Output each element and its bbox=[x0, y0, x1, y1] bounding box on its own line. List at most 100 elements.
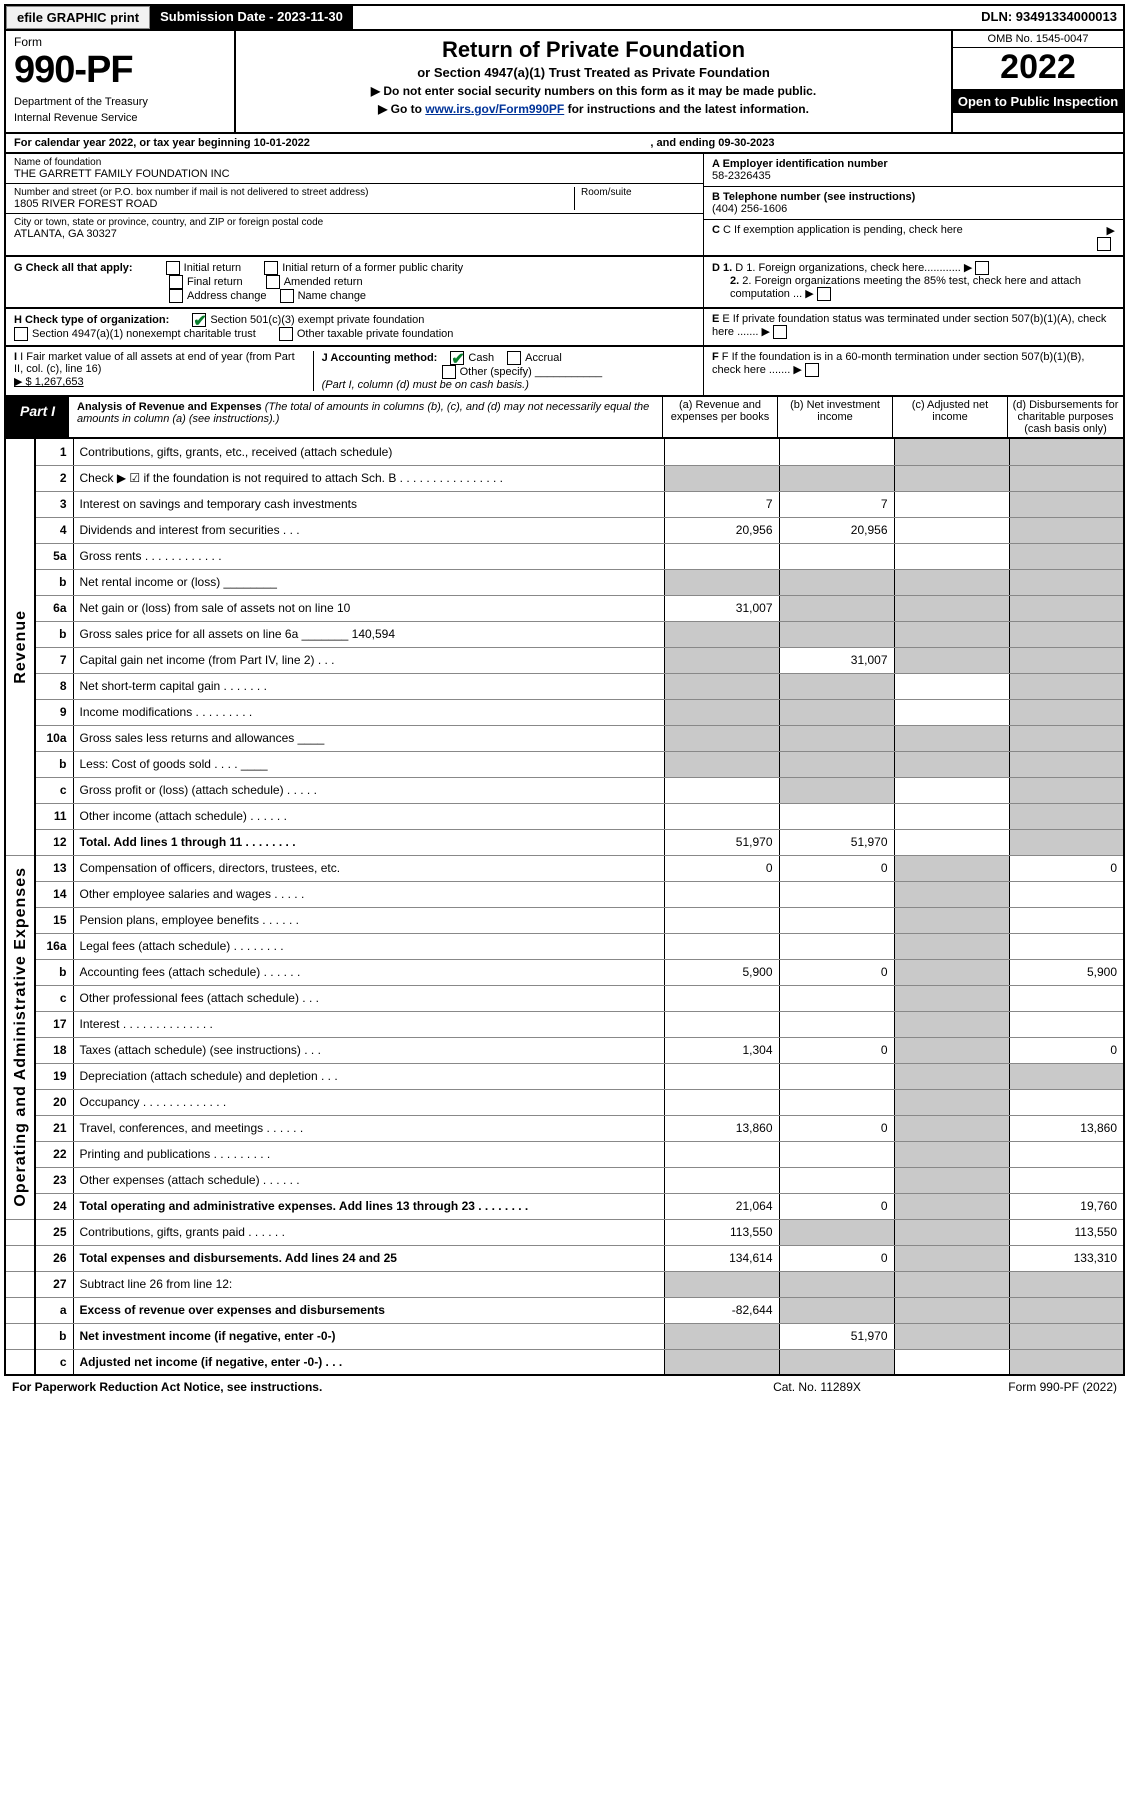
omb-number: OMB No. 1545-0047 bbox=[953, 31, 1123, 48]
cell-dd bbox=[1009, 985, 1124, 1011]
j-cash[interactable] bbox=[450, 351, 464, 365]
cell-dd bbox=[1009, 491, 1124, 517]
g-amended[interactable] bbox=[266, 275, 280, 289]
cell-dd bbox=[1009, 595, 1124, 621]
form-title: Return of Private Foundation bbox=[244, 37, 943, 63]
cell-dd bbox=[1009, 1167, 1124, 1193]
table-row: 6aNet gain or (loss) from sale of assets… bbox=[5, 595, 1124, 621]
g-name-change[interactable] bbox=[280, 289, 294, 303]
line-number: 24 bbox=[35, 1193, 73, 1219]
line-desc: Net short-term capital gain . . . . . . … bbox=[73, 673, 664, 699]
line-number: b bbox=[35, 621, 73, 647]
table-row: 8Net short-term capital gain . . . . . .… bbox=[5, 673, 1124, 699]
cell-a: 134,614 bbox=[664, 1245, 779, 1271]
city-label: City or town, state or province, country… bbox=[14, 217, 695, 228]
table-row: 25Contributions, gifts, grants paid . . … bbox=[5, 1219, 1124, 1245]
efile-print-button[interactable]: efile GRAPHIC print bbox=[6, 6, 150, 29]
line-number: 18 bbox=[35, 1037, 73, 1063]
c-checkbox[interactable] bbox=[1097, 237, 1111, 251]
cell-dd: 5,900 bbox=[1009, 959, 1124, 985]
table-row: 16aLegal fees (attach schedule) . . . . … bbox=[5, 933, 1124, 959]
cat-no: Cat. No. 11289X bbox=[717, 1380, 917, 1394]
g-d-block: G Check all that apply: Initial return I… bbox=[4, 257, 1125, 309]
cell-c bbox=[894, 933, 1009, 959]
cell-b: 31,007 bbox=[779, 647, 894, 673]
j-accrual[interactable] bbox=[507, 351, 521, 365]
e-terminated: E E If private foundation status was ter… bbox=[712, 313, 1115, 339]
j-label: J Accounting method: bbox=[322, 352, 438, 364]
line-desc: Net investment income (if negative, ente… bbox=[73, 1323, 664, 1349]
g-initial-return[interactable] bbox=[166, 261, 180, 275]
line-number: 25 bbox=[35, 1219, 73, 1245]
cell-dd bbox=[1009, 699, 1124, 725]
line-number: b bbox=[35, 1323, 73, 1349]
cell-dd bbox=[1009, 465, 1124, 491]
cell-b: 0 bbox=[779, 959, 894, 985]
tel-value: (404) 256-1606 bbox=[712, 203, 787, 215]
i-fmv-value: ▶ $ 1,267,653 bbox=[14, 376, 84, 388]
d2-checkbox[interactable] bbox=[817, 287, 831, 301]
line-number: 9 bbox=[35, 699, 73, 725]
cell-b bbox=[779, 1271, 894, 1297]
h-4947[interactable] bbox=[14, 327, 28, 341]
line-desc: Other professional fees (attach schedule… bbox=[73, 985, 664, 1011]
cell-a bbox=[664, 1141, 779, 1167]
cell-b bbox=[779, 907, 894, 933]
line-desc: Compensation of officers, directors, tru… bbox=[73, 855, 664, 881]
dept-treasury: Department of the Treasury bbox=[14, 96, 226, 108]
f-checkbox[interactable] bbox=[805, 363, 819, 377]
cell-dd bbox=[1009, 1011, 1124, 1037]
col-d-hdr: (d) Disbursements for charitable purpose… bbox=[1008, 397, 1123, 437]
cell-c bbox=[894, 985, 1009, 1011]
form-subtitle: or Section 4947(a)(1) Trust Treated as P… bbox=[244, 65, 943, 80]
open-public: Open to Public Inspection bbox=[953, 90, 1123, 113]
e-checkbox[interactable] bbox=[773, 325, 787, 339]
table-row: cOther professional fees (attach schedul… bbox=[5, 985, 1124, 1011]
cell-c bbox=[894, 465, 1009, 491]
h-501c3[interactable] bbox=[192, 313, 206, 327]
cell-a: 5,900 bbox=[664, 959, 779, 985]
line-desc: Dividends and interest from securities .… bbox=[73, 517, 664, 543]
cell-dd: 113,550 bbox=[1009, 1219, 1124, 1245]
table-row: aExcess of revenue over expenses and dis… bbox=[5, 1297, 1124, 1323]
g-initial-public[interactable] bbox=[264, 261, 278, 275]
table-row: 21Travel, conferences, and meetings . . … bbox=[5, 1115, 1124, 1141]
line-number: b bbox=[35, 569, 73, 595]
line-desc: Total. Add lines 1 through 11 . . . . . … bbox=[73, 829, 664, 855]
line-number: 2 bbox=[35, 465, 73, 491]
cell-c bbox=[894, 1037, 1009, 1063]
cell-a bbox=[664, 881, 779, 907]
g-address-change[interactable] bbox=[169, 289, 183, 303]
line-desc: Pension plans, employee benefits . . . .… bbox=[73, 907, 664, 933]
line-desc: Net rental income or (loss) ________ bbox=[73, 569, 664, 595]
table-row: 7Capital gain net income (from Part IV, … bbox=[5, 647, 1124, 673]
cell-dd bbox=[1009, 1141, 1124, 1167]
line-desc: Legal fees (attach schedule) . . . . . .… bbox=[73, 933, 664, 959]
tax-year: 2022 bbox=[953, 48, 1123, 90]
cell-dd bbox=[1009, 725, 1124, 751]
cell-b bbox=[779, 465, 894, 491]
cell-a: 0 bbox=[664, 855, 779, 881]
h-other-taxable[interactable] bbox=[279, 327, 293, 341]
col-b-hdr: (b) Net investment income bbox=[778, 397, 893, 437]
h-e-block: H Check type of organization: Section 50… bbox=[4, 309, 1125, 347]
cell-b bbox=[779, 1089, 894, 1115]
table-row: 19Depreciation (attach schedule) and dep… bbox=[5, 1063, 1124, 1089]
d1-checkbox[interactable] bbox=[975, 261, 989, 275]
c-exemption: C C If exemption application is pending,… bbox=[712, 224, 1091, 251]
line-desc: Excess of revenue over expenses and disb… bbox=[73, 1297, 664, 1323]
g-final-return[interactable] bbox=[169, 275, 183, 289]
table-row: bGross sales price for all assets on lin… bbox=[5, 621, 1124, 647]
d2-85pct: 2. 2. Foreign organizations meeting the … bbox=[712, 275, 1115, 301]
cell-b bbox=[779, 1167, 894, 1193]
cell-dd bbox=[1009, 933, 1124, 959]
cell-a bbox=[664, 699, 779, 725]
cell-dd bbox=[1009, 803, 1124, 829]
table-row: 17Interest . . . . . . . . . . . . . . bbox=[5, 1011, 1124, 1037]
cell-c bbox=[894, 1167, 1009, 1193]
line-number: 11 bbox=[35, 803, 73, 829]
irs-link[interactable]: www.irs.gov/Form990PF bbox=[425, 102, 564, 116]
cell-c bbox=[894, 1219, 1009, 1245]
cell-b: 0 bbox=[779, 1245, 894, 1271]
line-desc: Interest . . . . . . . . . . . . . . bbox=[73, 1011, 664, 1037]
